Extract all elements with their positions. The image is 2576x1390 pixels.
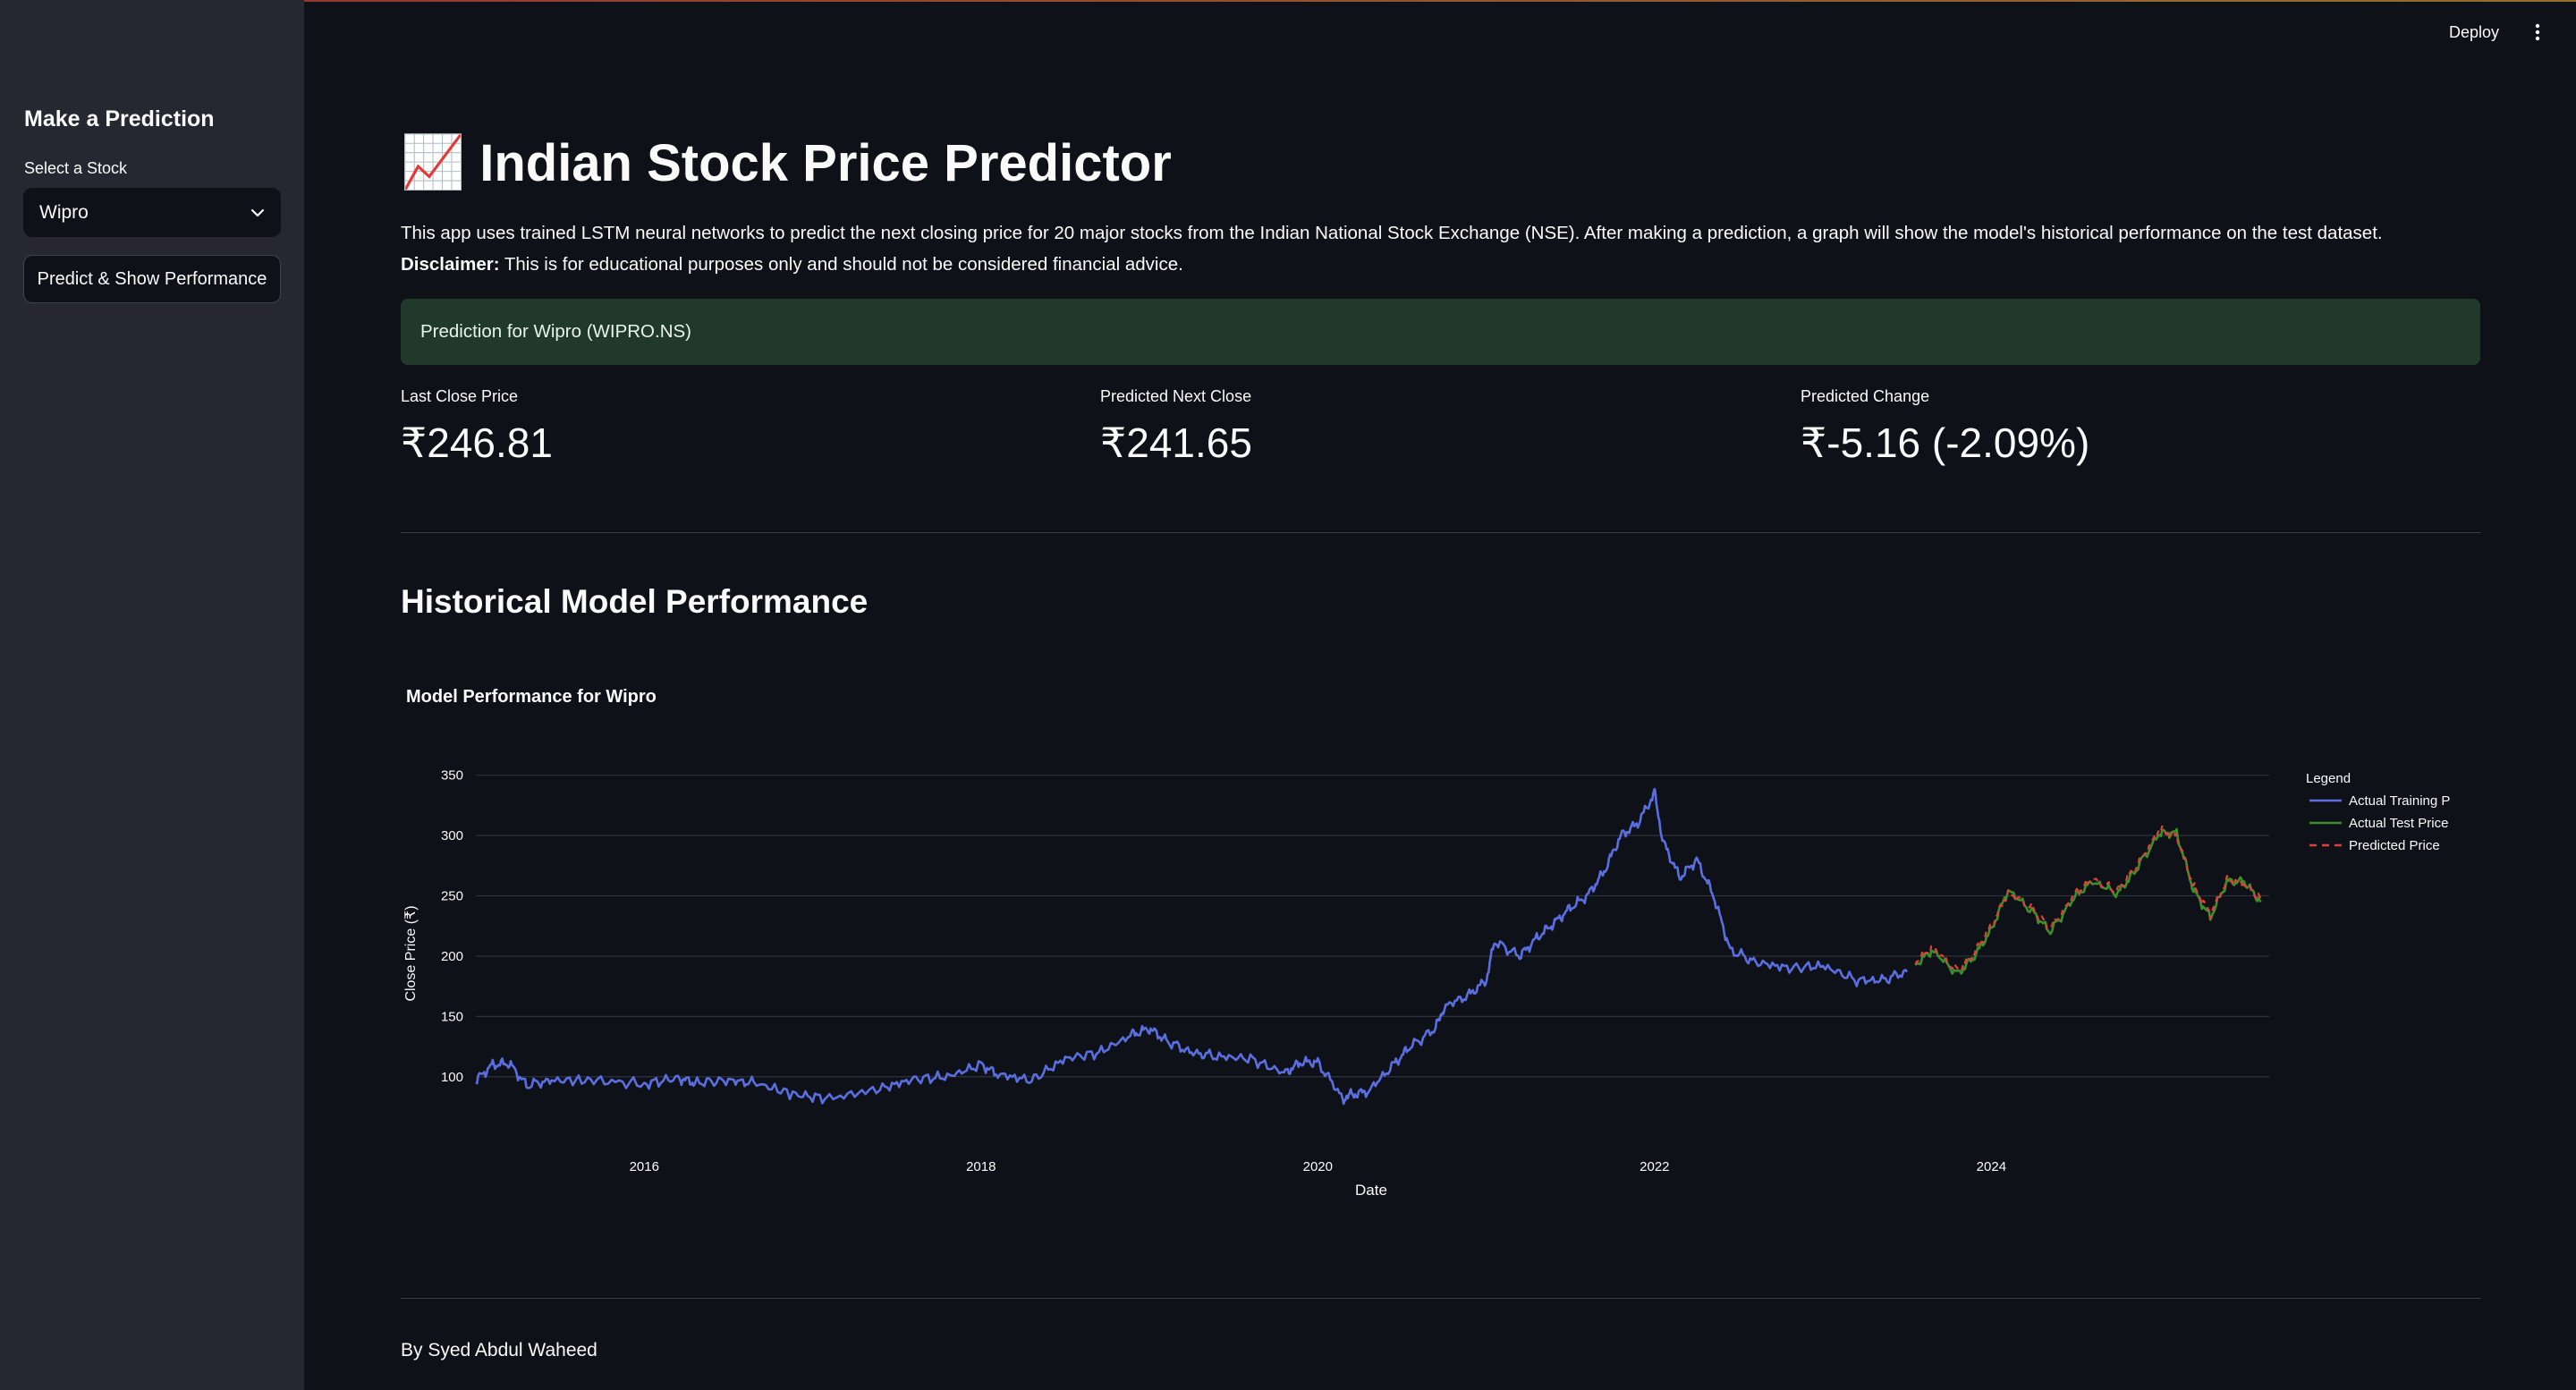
page-title: 📈 Indian Stock Price Predictor bbox=[401, 132, 1172, 193]
page-title-text: Indian Stock Price Predictor bbox=[479, 133, 1172, 192]
divider bbox=[401, 532, 2480, 533]
x-tick-label: 2020 bbox=[1303, 1159, 1333, 1174]
y-tick-label: 300 bbox=[441, 828, 463, 843]
more-options-icon[interactable] bbox=[2529, 21, 2546, 43]
legend-entry: Actual Training Price bbox=[2349, 793, 2451, 809]
series-training-line bbox=[475, 787, 1909, 1106]
x-tick-label: 2016 bbox=[630, 1159, 659, 1174]
metric-label: Predicted Change bbox=[1801, 387, 1930, 405]
legend-title: Legend bbox=[2306, 771, 2351, 786]
series-test-line bbox=[1914, 827, 2262, 975]
metric-value: ₹241.65 bbox=[1100, 420, 1252, 466]
metric-predicted-close: Predicted Next Close ₹241.65 bbox=[1100, 387, 1780, 467]
sidebar-title: Make a Prediction bbox=[24, 106, 215, 131]
metric-last-close: Last Close Price ₹246.81 bbox=[401, 387, 1080, 467]
performance-chart: Model Performance for Wipro 100 150 200 250 3… bbox=[403, 687, 2451, 1199]
stock-select[interactable]: Wipro bbox=[23, 188, 281, 237]
select-stock-label: Select a Stock bbox=[24, 159, 128, 177]
intro-text: This app uses trained LSTM neural networ… bbox=[401, 223, 2383, 243]
metric-label: Predicted Next Close bbox=[1100, 387, 1252, 405]
metric-value: ₹246.81 bbox=[401, 420, 553, 466]
stock-select-value: Wipro bbox=[39, 201, 89, 223]
chart-emoji-icon: 📈 bbox=[401, 133, 466, 191]
series-predicted-line bbox=[1914, 825, 2262, 972]
top-decoration bbox=[0, 0, 2576, 2]
x-axis-label: Date bbox=[1355, 1182, 1387, 1199]
disclaimer-text: This is for educational purposes only an… bbox=[504, 254, 1183, 275]
metric-value: ₹-5.16 (-2.09%) bbox=[1801, 420, 2090, 466]
y-tick-label: 200 bbox=[441, 949, 463, 964]
y-tick-label: 100 bbox=[441, 1070, 463, 1085]
y-axis-label: Close Price (₹) bbox=[403, 905, 419, 1001]
chevron-down-icon bbox=[250, 208, 265, 216]
legend-entry: Actual Test Price bbox=[2349, 816, 2448, 831]
x-tick-label: 2022 bbox=[1640, 1159, 1669, 1174]
success-alert: Prediction for Wipro (WIPRO.NS) bbox=[401, 299, 2480, 365]
legend-entry: Predicted Price bbox=[2349, 838, 2440, 853]
section-title: Historical Model Performance bbox=[401, 583, 869, 620]
y-tick-label: 250 bbox=[441, 889, 463, 904]
x-tick-label: 2024 bbox=[1977, 1159, 2006, 1174]
metric-predicted-change: Predicted Change ₹-5.16 (-2.09%) bbox=[1801, 387, 2480, 467]
predict-button[interactable]: Predict & Show Performance bbox=[23, 255, 281, 303]
chart-title: Model Performance for Wipro bbox=[406, 687, 657, 707]
y-tick-label: 150 bbox=[441, 1009, 463, 1024]
disclaimer-label: Disclaimer: bbox=[401, 254, 500, 275]
y-tick-label: 350 bbox=[441, 768, 463, 784]
byline: By Syed Abdul Waheed bbox=[401, 1340, 597, 1360]
metric-label: Last Close Price bbox=[401, 387, 519, 405]
divider bbox=[401, 1298, 2480, 1299]
x-tick-label: 2018 bbox=[966, 1159, 996, 1174]
intro-paragraph: This app uses trained LSTM neural networ… bbox=[401, 217, 2480, 280]
deploy-button[interactable]: Deploy bbox=[2449, 23, 2500, 41]
sidebar: Make a Prediction Select a Stock Wipro P… bbox=[0, 0, 304, 1390]
